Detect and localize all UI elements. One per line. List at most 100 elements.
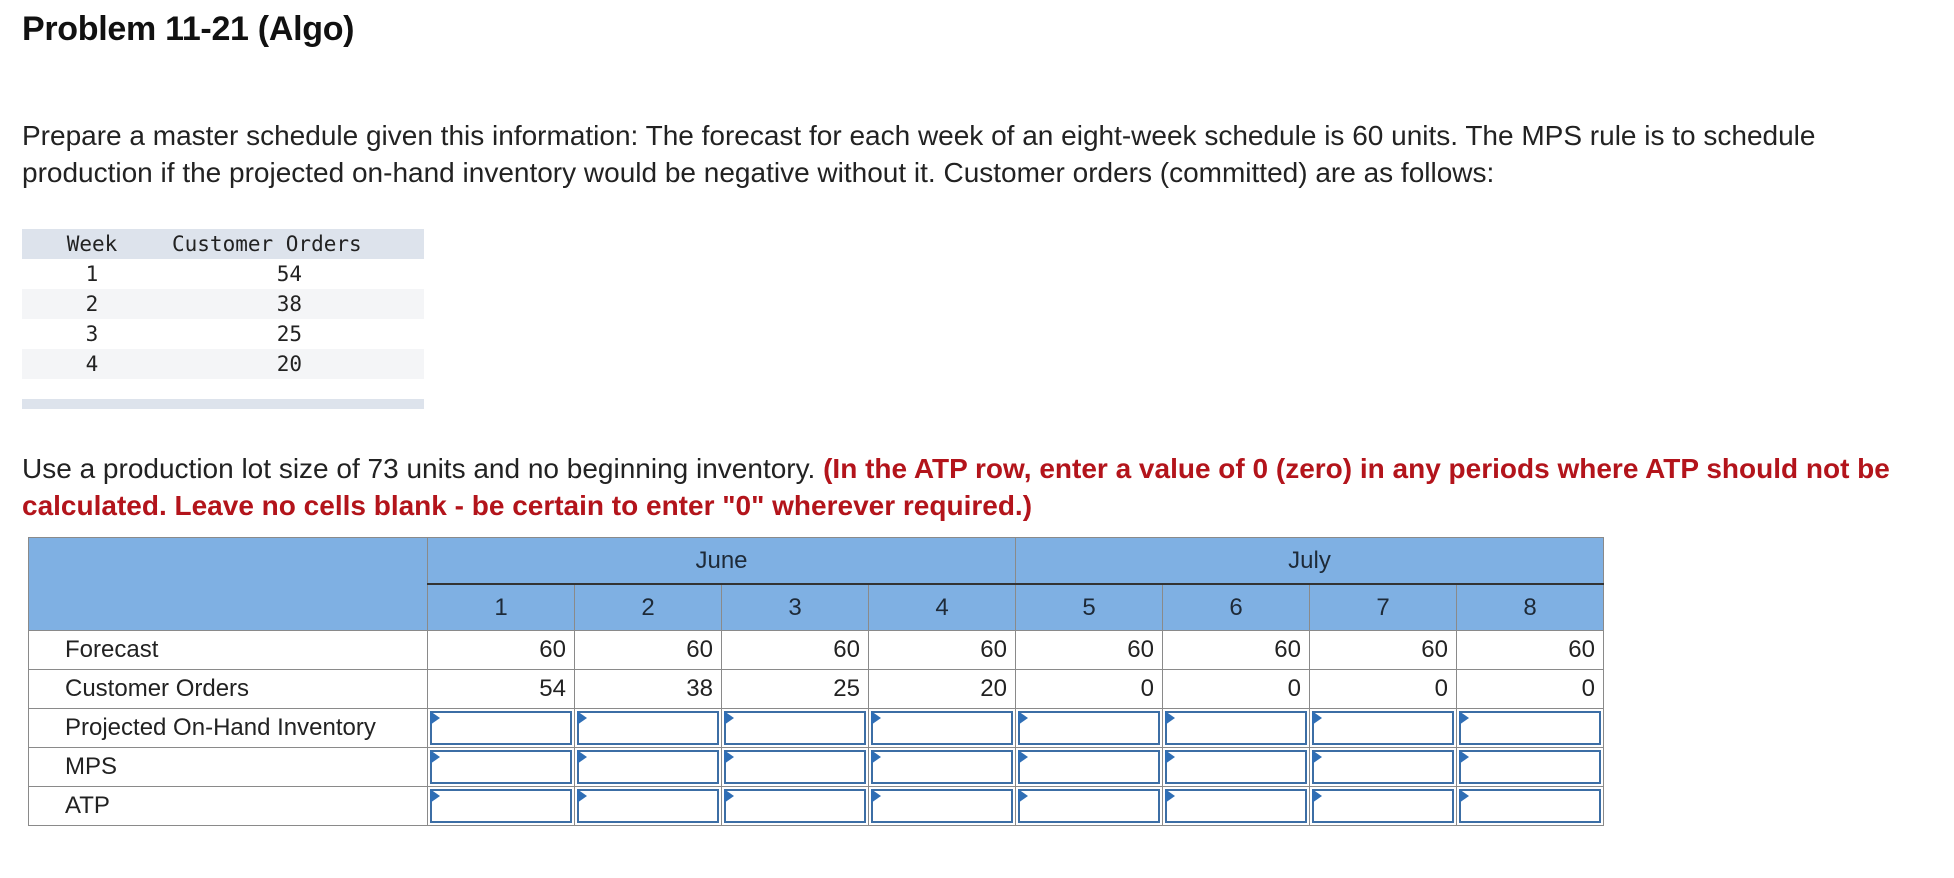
atp-row: ATP: [28, 786, 1604, 826]
forecast-value: 60: [1309, 630, 1457, 670]
atp-input-week-5[interactable]: [1018, 789, 1160, 823]
week-header: 2: [574, 583, 722, 631]
customer-orders-value: 54: [427, 669, 575, 709]
projected-on-hand-input-week-3[interactable]: [724, 711, 866, 745]
mps-cell: [721, 747, 869, 787]
projected-on-hand-cell: [1309, 708, 1457, 748]
mps-cell: [868, 747, 1016, 787]
mps-input-week-2[interactable]: [577, 750, 719, 784]
projected-on-hand-input-week-4[interactable]: [871, 711, 1013, 745]
projected-on-hand-input-week-6[interactable]: [1165, 711, 1307, 745]
week-header: 6: [1162, 583, 1310, 631]
atp-cell: [427, 786, 575, 826]
atp-cell: [1162, 786, 1310, 826]
customer-orders-row: Customer Orders 54 38 25 20 0 0 0 0: [28, 669, 1604, 709]
customer-orders-value: 0: [1309, 669, 1457, 709]
grid-corner-cell: [28, 537, 428, 631]
atp-input-week-6[interactable]: [1165, 789, 1307, 823]
customer-orders-header: Customer Orders: [172, 232, 362, 256]
mps-label: MPS: [28, 747, 428, 787]
forecast-value: 60: [1015, 630, 1163, 670]
mps-row: MPS: [28, 747, 1604, 787]
month-header: June: [427, 537, 1016, 585]
orders-cell: 54: [276, 262, 302, 286]
mps-cell: [427, 747, 575, 787]
mps-cell: [1309, 747, 1457, 787]
month-header-row: June July: [28, 537, 1604, 631]
customer-orders-value: 0: [1015, 669, 1163, 709]
atp-input-week-1[interactable]: [430, 789, 572, 823]
atp-cell: [1309, 786, 1457, 826]
projected-on-hand-input-week-1[interactable]: [430, 711, 572, 745]
atp-cell: [1015, 786, 1163, 826]
orders-cell: 20: [276, 352, 302, 376]
projected-on-hand-cell: [721, 708, 869, 748]
mps-input-week-7[interactable]: [1312, 750, 1454, 784]
orders-table-footer: [22, 399, 424, 409]
forecast-label: Forecast: [28, 630, 428, 670]
week-cell: 3: [85, 322, 99, 346]
forecast-value: 60: [427, 630, 575, 670]
problem-title: Problem 11-21 (Algo): [22, 10, 355, 48]
mps-cell: [1015, 747, 1163, 787]
mps-input-week-1[interactable]: [430, 750, 572, 784]
customer-orders-value: 25: [721, 669, 869, 709]
mps-input-week-6[interactable]: [1165, 750, 1307, 784]
week-header: 1: [427, 583, 575, 631]
mps-input-week-5[interactable]: [1018, 750, 1160, 784]
customer-orders-table: Week Customer Orders 1 54 2 38 3 25 4 20: [22, 229, 424, 409]
mps-input-week-8[interactable]: [1459, 750, 1601, 784]
atp-input-week-3[interactable]: [724, 789, 866, 823]
projected-on-hand-cell: [1162, 708, 1310, 748]
customer-orders-value: 38: [574, 669, 722, 709]
mps-input-week-4[interactable]: [871, 750, 1013, 784]
projected-on-hand-cell: [868, 708, 1016, 748]
week-header: 7: [1309, 583, 1457, 631]
projected-on-hand-cell: [1015, 708, 1163, 748]
projected-on-hand-cell: [574, 708, 722, 748]
week-header: 5: [1015, 583, 1163, 631]
forecast-value: 60: [868, 630, 1016, 670]
instructions-plain: Use a production lot size of 73 units an…: [22, 453, 824, 484]
atp-input-week-8[interactable]: [1459, 789, 1601, 823]
mps-input-week-3[interactable]: [724, 750, 866, 784]
orders-row: 3 25: [22, 319, 424, 349]
atp-input-week-2[interactable]: [577, 789, 719, 823]
mps-cell: [574, 747, 722, 787]
week-header: Week: [66, 232, 118, 256]
atp-cell: [721, 786, 869, 826]
customer-orders-value: 0: [1162, 669, 1310, 709]
projected-on-hand-input-week-7[interactable]: [1312, 711, 1454, 745]
atp-input-week-4[interactable]: [871, 789, 1013, 823]
atp-cell: [574, 786, 722, 826]
atp-cell: [1456, 786, 1604, 826]
customer-orders-label: Customer Orders: [28, 669, 428, 709]
atp-label: ATP: [28, 786, 428, 826]
orders-row: 1 54: [22, 259, 424, 289]
orders-cell: 25: [276, 322, 302, 346]
master-schedule-grid: June July 1 2 3 4 5 6 7 8 Forecast 60 60 60 60 60 60 60 60…: [28, 537, 1604, 826]
forecast-value: 60: [721, 630, 869, 670]
projected-on-hand-input-week-2[interactable]: [577, 711, 719, 745]
orders-cell: 38: [276, 292, 302, 316]
projected-on-hand-label: Projected On-Hand Inventory: [28, 708, 428, 748]
instructions: Use a production lot size of 73 units an…: [22, 450, 1922, 524]
week-header: 3: [721, 583, 869, 631]
forecast-value: 60: [1456, 630, 1604, 670]
week-header: 8: [1456, 583, 1604, 631]
atp-input-week-7[interactable]: [1312, 789, 1454, 823]
projected-on-hand-cell: [1456, 708, 1604, 748]
orders-header-row: Week Customer Orders: [22, 229, 424, 259]
projected-on-hand-cell: [427, 708, 575, 748]
projected-on-hand-input-week-8[interactable]: [1459, 711, 1601, 745]
instructions-emphasis: (In the ATP row, enter a value of 0 (zer…: [22, 453, 1890, 521]
week-cell: 2: [85, 292, 99, 316]
mps-cell: [1456, 747, 1604, 787]
customer-orders-value: 20: [868, 669, 1016, 709]
month-header: July: [1015, 537, 1604, 585]
week-cell: 4: [85, 352, 99, 376]
orders-row: 2 38: [22, 289, 424, 319]
week-cell: 1: [85, 262, 99, 286]
projected-on-hand-input-week-5[interactable]: [1018, 711, 1160, 745]
